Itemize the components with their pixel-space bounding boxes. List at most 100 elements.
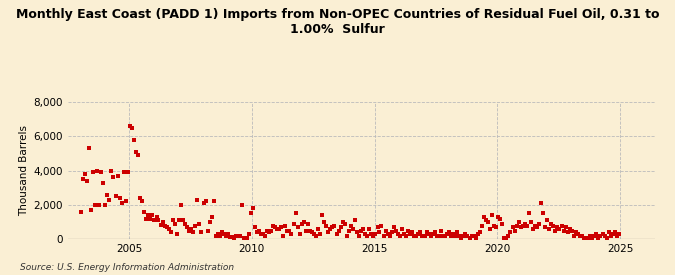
Point bbox=[384, 234, 395, 238]
Point bbox=[399, 232, 410, 236]
Point bbox=[405, 232, 416, 236]
Point bbox=[568, 234, 579, 238]
Point bbox=[599, 234, 610, 238]
Point bbox=[466, 234, 477, 238]
Point bbox=[325, 227, 335, 231]
Point bbox=[84, 146, 95, 150]
Point bbox=[456, 235, 466, 240]
Point bbox=[433, 234, 444, 238]
Point bbox=[354, 234, 364, 238]
Point bbox=[323, 230, 334, 235]
Point bbox=[479, 215, 489, 219]
Point bbox=[503, 234, 514, 238]
Point bbox=[460, 232, 471, 236]
Point bbox=[108, 175, 119, 180]
Point bbox=[282, 229, 293, 233]
Point bbox=[518, 223, 529, 228]
Point bbox=[155, 222, 166, 227]
Point bbox=[423, 232, 434, 236]
Point bbox=[485, 227, 495, 231]
Point bbox=[392, 232, 403, 236]
Point bbox=[501, 235, 512, 240]
Point bbox=[139, 210, 150, 214]
Point bbox=[358, 227, 369, 231]
Point bbox=[362, 234, 373, 238]
Point bbox=[137, 199, 148, 204]
Point bbox=[364, 227, 375, 231]
Point bbox=[274, 227, 285, 231]
Point bbox=[310, 234, 321, 238]
Point bbox=[395, 234, 406, 238]
Point bbox=[165, 230, 176, 235]
Point bbox=[458, 234, 468, 238]
Point bbox=[564, 227, 575, 231]
Text: Source: U.S. Energy Information Administration: Source: U.S. Energy Information Administ… bbox=[20, 263, 234, 272]
Point bbox=[352, 230, 362, 235]
Point bbox=[397, 227, 408, 231]
Point bbox=[441, 232, 452, 236]
Point bbox=[278, 234, 289, 238]
Point bbox=[327, 225, 338, 229]
Point bbox=[249, 225, 260, 229]
Point bbox=[566, 229, 577, 233]
Point bbox=[580, 235, 591, 240]
Point bbox=[315, 232, 325, 236]
Point bbox=[595, 234, 606, 238]
Point bbox=[266, 229, 277, 233]
Point bbox=[112, 174, 123, 178]
Point bbox=[264, 230, 275, 235]
Point bbox=[360, 232, 371, 236]
Point bbox=[525, 220, 536, 224]
Point bbox=[202, 229, 213, 233]
Point bbox=[429, 230, 440, 235]
Point bbox=[380, 229, 391, 233]
Point bbox=[151, 215, 162, 219]
Point bbox=[167, 218, 178, 222]
Point bbox=[521, 223, 532, 228]
Point bbox=[435, 229, 446, 233]
Point bbox=[346, 223, 356, 228]
Point bbox=[211, 234, 221, 238]
Point bbox=[205, 220, 215, 224]
Point bbox=[556, 223, 567, 228]
Point bbox=[499, 235, 510, 240]
Point bbox=[597, 232, 608, 236]
Point bbox=[477, 223, 487, 228]
Point bbox=[198, 201, 209, 205]
Point bbox=[290, 211, 301, 216]
Point bbox=[511, 223, 522, 228]
Point bbox=[272, 227, 283, 231]
Point bbox=[171, 232, 182, 236]
Point bbox=[493, 215, 504, 219]
Point bbox=[612, 234, 622, 238]
Point bbox=[576, 234, 587, 238]
Point bbox=[257, 232, 268, 236]
Point bbox=[491, 225, 502, 229]
Point bbox=[233, 234, 244, 238]
Point bbox=[132, 153, 143, 157]
Point bbox=[614, 232, 624, 236]
Point bbox=[454, 234, 464, 238]
Point bbox=[370, 232, 381, 236]
Point bbox=[223, 232, 234, 236]
Point bbox=[340, 222, 350, 226]
Point bbox=[229, 235, 240, 240]
Point bbox=[487, 213, 497, 217]
Point bbox=[497, 222, 508, 226]
Point bbox=[470, 235, 481, 240]
Point bbox=[507, 225, 518, 229]
Point bbox=[574, 234, 585, 238]
Point bbox=[235, 234, 246, 238]
Point bbox=[415, 230, 426, 235]
Point bbox=[605, 234, 616, 238]
Point bbox=[219, 232, 230, 236]
Point bbox=[329, 223, 340, 228]
Point bbox=[128, 138, 139, 142]
Point bbox=[317, 213, 327, 217]
Point bbox=[403, 229, 414, 233]
Point bbox=[321, 223, 332, 228]
Point bbox=[259, 234, 270, 238]
Point bbox=[237, 203, 248, 207]
Point bbox=[495, 216, 506, 221]
Point bbox=[251, 230, 262, 235]
